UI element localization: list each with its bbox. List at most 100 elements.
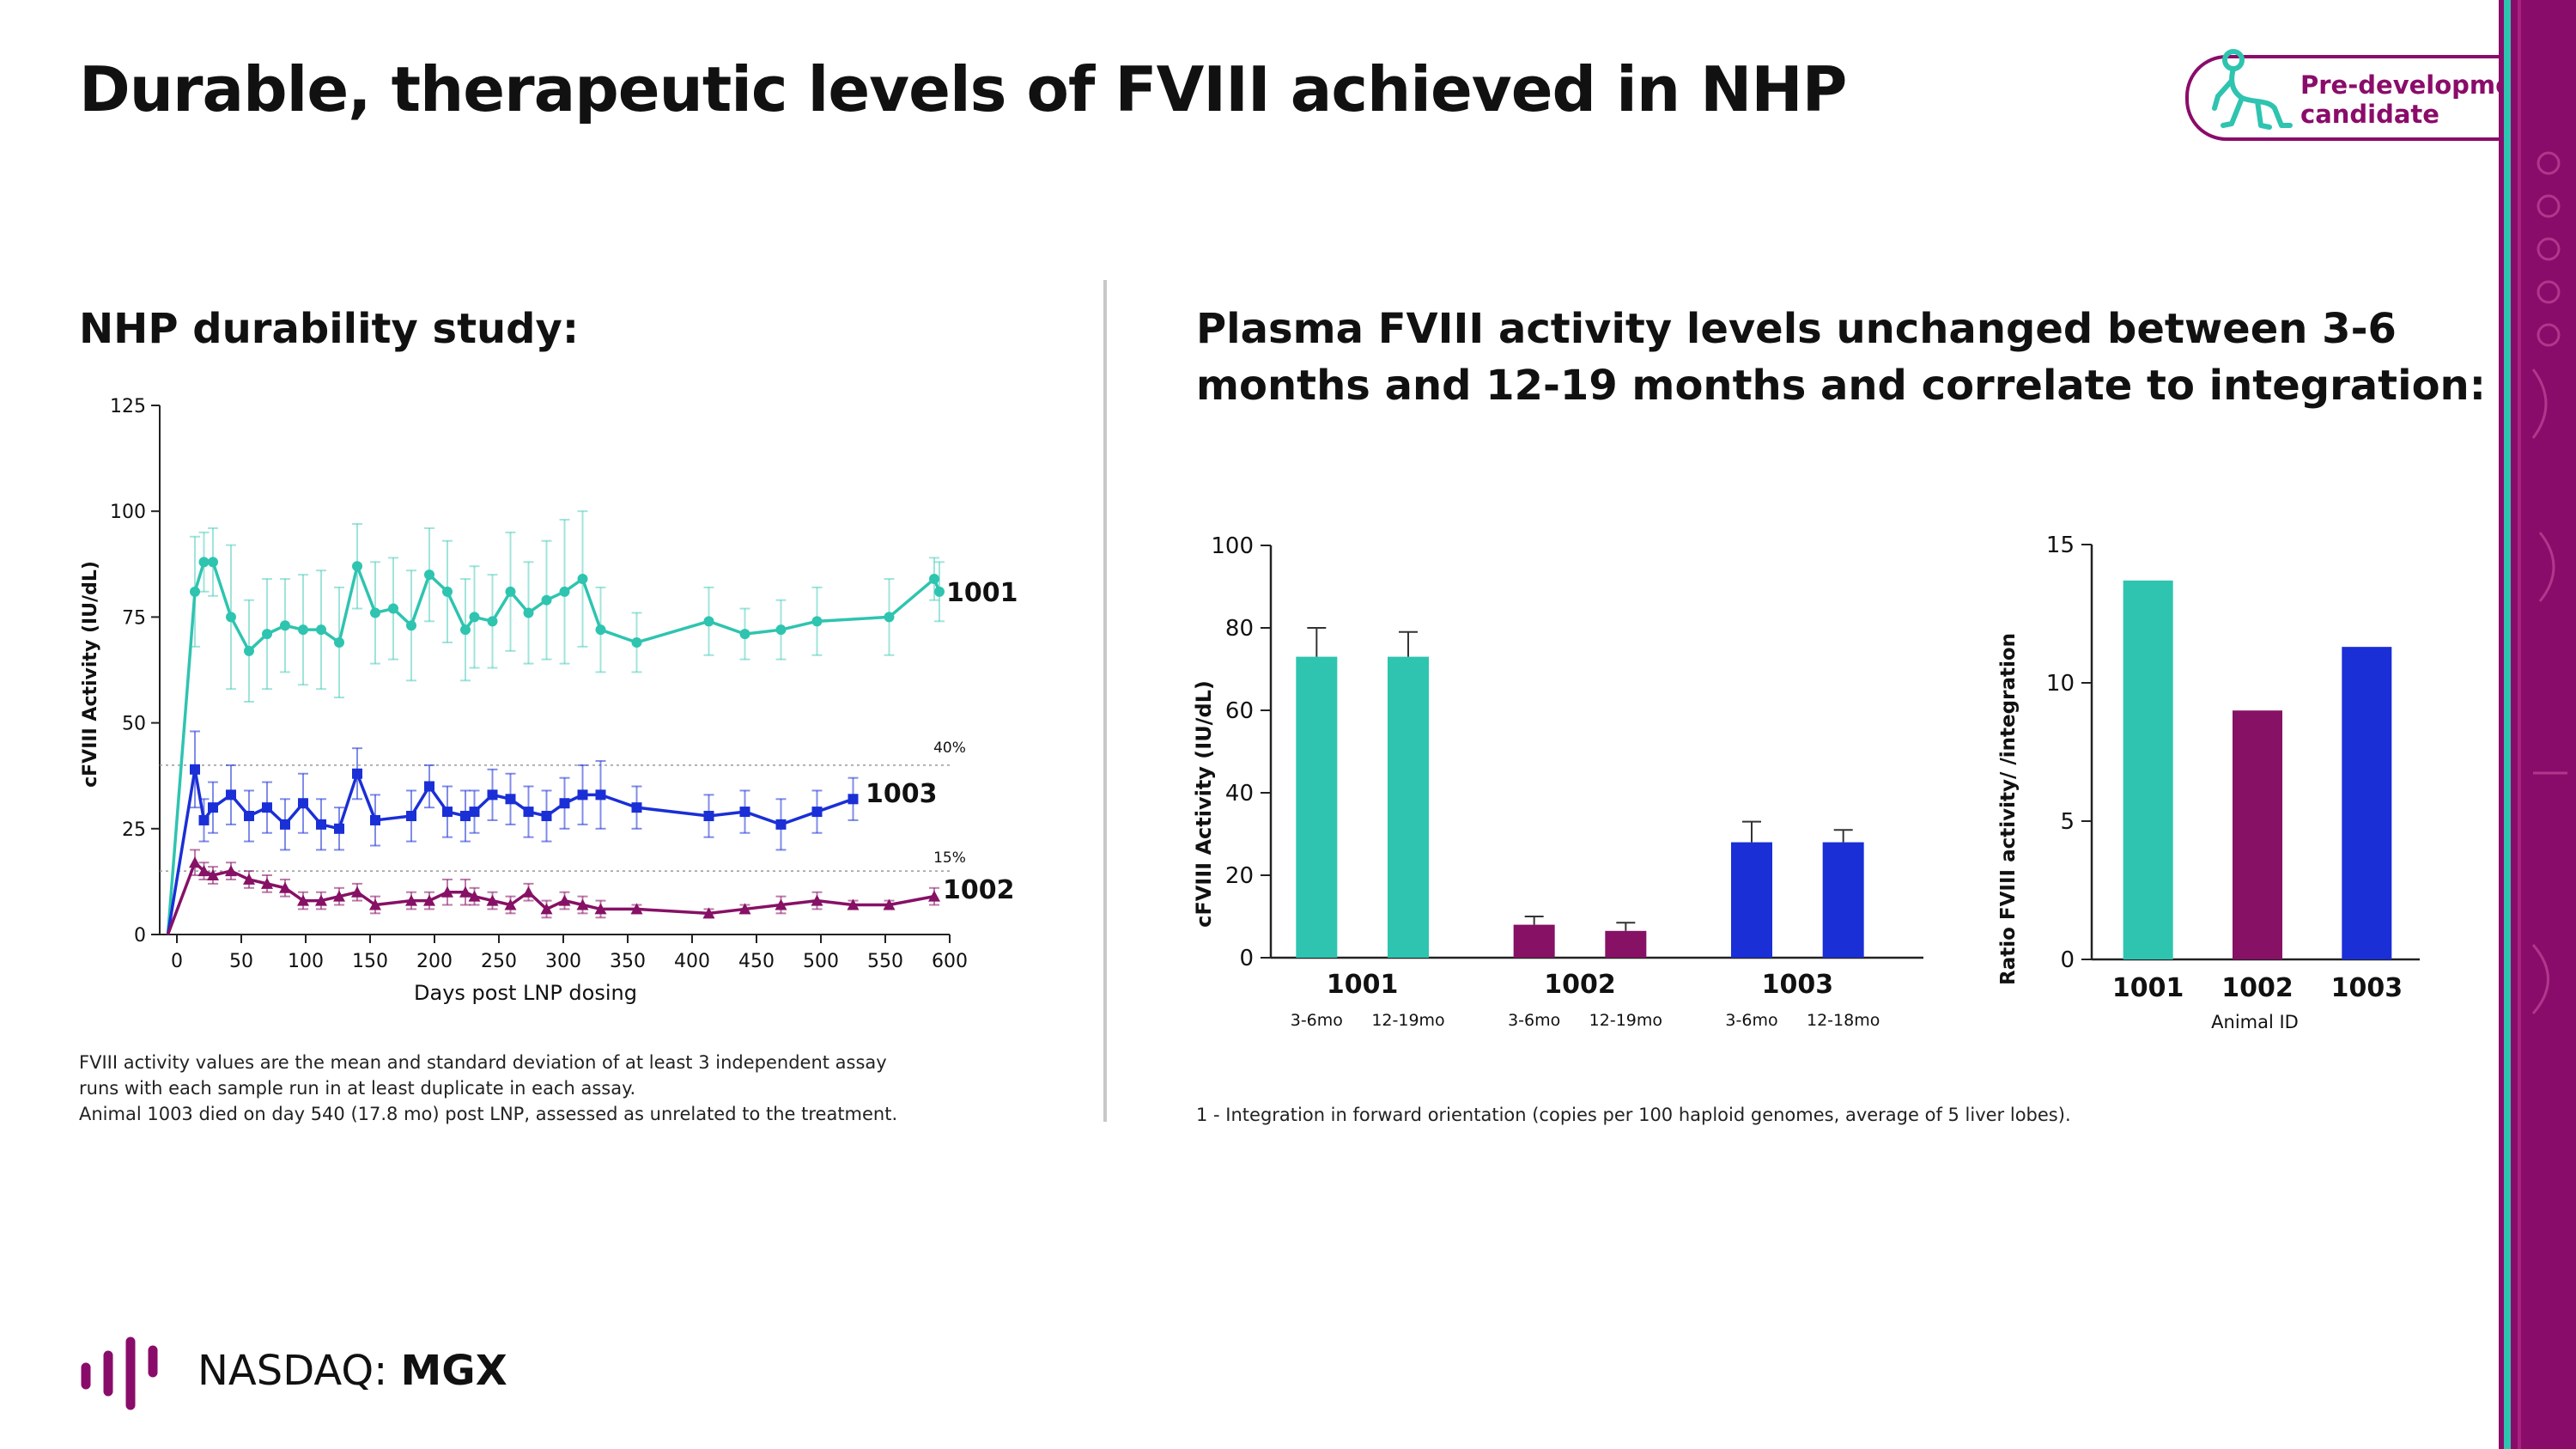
status-badge: Pre-development candidate bbox=[2185, 49, 2549, 141]
bar-group-1003: 3-6mo 12-18mo 1003 bbox=[1725, 820, 1880, 1030]
y-tick-label: 100 bbox=[1211, 533, 1254, 559]
data-point bbox=[280, 819, 290, 830]
data-point bbox=[505, 586, 516, 597]
bar bbox=[1296, 656, 1338, 958]
data-point bbox=[244, 811, 254, 822]
data-point bbox=[738, 903, 751, 915]
bar-label: 12-19mo bbox=[1371, 1011, 1444, 1030]
ticker-symbol: MGX bbox=[400, 1347, 507, 1395]
data-point bbox=[298, 798, 308, 809]
series-line-1001 bbox=[166, 560, 941, 935]
bar-label: 3-6mo bbox=[1725, 1011, 1777, 1030]
series-label-1001: 1001 bbox=[946, 578, 1018, 608]
x-tick-label: 450 bbox=[738, 951, 775, 972]
y-tick-label: 0 bbox=[2060, 947, 2075, 973]
group-label: 1001 bbox=[1327, 970, 1399, 1000]
data-point bbox=[197, 865, 210, 877]
bar-group-1002: 3-6mo 12-19mo 1002 bbox=[1508, 916, 1662, 1030]
category-label: 1002 bbox=[2221, 973, 2293, 1003]
x-tick-label: 350 bbox=[610, 951, 646, 972]
ratio-bar-chart: 0 5 10 15 1001 1002 1003 Ratio FVIII activity/… bbox=[1997, 533, 2420, 1032]
data-point bbox=[775, 898, 787, 910]
ticker-label: NASDAQ: MGX bbox=[197, 1347, 507, 1395]
data-point bbox=[279, 881, 291, 893]
right-subtitle-line-1: Plasma FVIII activity levels unchanged b… bbox=[1196, 305, 2397, 353]
data-point bbox=[703, 616, 714, 627]
data-point bbox=[334, 823, 344, 834]
series-label-1003: 1003 bbox=[866, 779, 938, 809]
data-point bbox=[522, 886, 535, 898]
data-point bbox=[523, 807, 534, 818]
monkey-icon bbox=[2212, 49, 2293, 130]
data-point bbox=[703, 811, 714, 822]
data-point bbox=[334, 636, 344, 648]
data-point bbox=[702, 907, 715, 919]
data-point bbox=[316, 624, 326, 636]
y-tick-label: 15 bbox=[2046, 533, 2075, 558]
y-tick-label: 75 bbox=[122, 607, 146, 629]
data-point bbox=[261, 877, 273, 889]
data-point bbox=[486, 894, 499, 906]
y-tick-label: 0 bbox=[134, 925, 146, 947]
data-point bbox=[469, 807, 480, 818]
data-point bbox=[934, 586, 945, 597]
data-point bbox=[884, 612, 895, 623]
data-point bbox=[424, 781, 434, 792]
y-tick-label: 80 bbox=[1225, 616, 1254, 642]
data-point bbox=[775, 819, 787, 830]
x-tick-label: 50 bbox=[229, 951, 253, 972]
data-point bbox=[198, 557, 210, 568]
data-point bbox=[929, 574, 939, 585]
left-footnote-line-3: Animal 1003 died on day 540 (17.8 mo) po… bbox=[79, 1104, 898, 1124]
data-point bbox=[352, 768, 362, 779]
y-tick-label: 40 bbox=[1225, 781, 1254, 807]
y-tick-label: 50 bbox=[122, 714, 146, 735]
series-1002 bbox=[166, 849, 940, 935]
data-point bbox=[442, 586, 453, 597]
series-1001 bbox=[166, 510, 945, 935]
data-point bbox=[559, 586, 570, 597]
data-point bbox=[811, 894, 823, 906]
group-label: 1003 bbox=[1762, 970, 1834, 1000]
x-tick-label: 0 bbox=[171, 951, 183, 972]
panel-divider bbox=[1103, 280, 1107, 1122]
data-point bbox=[459, 886, 471, 898]
data-point bbox=[558, 894, 571, 906]
chart-series bbox=[166, 510, 945, 935]
data-point bbox=[190, 764, 200, 775]
x-tick-label: 150 bbox=[352, 951, 388, 972]
left-footnote-line-2: runs with each sample run in at least du… bbox=[79, 1078, 636, 1099]
data-point bbox=[811, 616, 823, 627]
left-footnote-line-1: FVIII activity values are the mean and s… bbox=[79, 1052, 887, 1073]
category-label: 1001 bbox=[2112, 973, 2184, 1003]
data-point bbox=[460, 811, 471, 822]
data-point bbox=[424, 569, 434, 581]
category-label: 1003 bbox=[2331, 973, 2403, 1003]
data-point bbox=[423, 894, 435, 906]
x-tick-label: 200 bbox=[416, 951, 453, 972]
y-tick-label: 5 bbox=[2060, 809, 2075, 835]
side-ribbon bbox=[2499, 0, 2576, 1449]
bar bbox=[1388, 656, 1429, 958]
bar-group-1001: 3-6mo 12-19mo 1001 bbox=[1291, 627, 1445, 1030]
x-tick-label: 300 bbox=[545, 951, 581, 972]
right-footnote: 1 - Integration in forward orientation (… bbox=[1196, 1105, 2071, 1125]
ratio-bars: 0 5 10 15 1001 1002 1003 bbox=[2046, 533, 2420, 1003]
data-point bbox=[370, 607, 380, 618]
durability-line-chart: 0 25 50 75 100 125 0 50 100 150 200 250 300 350 400 450… bbox=[80, 396, 1018, 1005]
data-point bbox=[739, 629, 750, 640]
data-point bbox=[883, 898, 896, 910]
data-point bbox=[369, 898, 381, 910]
data-point bbox=[405, 894, 417, 906]
data-point bbox=[406, 811, 416, 822]
ticker-prefix: NASDAQ: bbox=[197, 1347, 401, 1395]
bar bbox=[1822, 842, 1864, 958]
bar bbox=[1513, 924, 1555, 958]
data-point bbox=[298, 624, 308, 636]
y-tick-label: 100 bbox=[110, 502, 146, 523]
data-point bbox=[352, 561, 362, 572]
data-point bbox=[576, 898, 589, 910]
data-point bbox=[262, 802, 272, 813]
ratio-y-axis-label: Ratio FVIII activity/ /integration bbox=[1997, 633, 2020, 985]
x-tick-label: 550 bbox=[867, 951, 903, 972]
